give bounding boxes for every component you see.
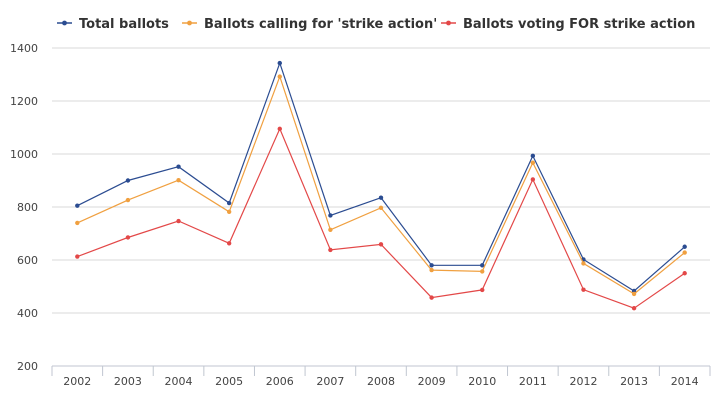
data-point[interactable] [75, 220, 80, 226]
legend: Total ballots Ballots calling for 'strike… [57, 17, 695, 32]
legend-label: Ballots voting FOR strike action [463, 17, 695, 32]
data-point[interactable] [429, 267, 434, 273]
data-point[interactable] [631, 306, 637, 311]
data-point[interactable] [631, 291, 637, 297]
data-point[interactable] [277, 126, 282, 132]
data-point[interactable] [226, 200, 232, 206]
series-line[interactable] [77, 74, 686, 295]
series-1[interactable] [75, 74, 687, 297]
data-point[interactable] [429, 295, 434, 300]
x-axis: 2002 2003 2004 2005 2006 2007 2008 2009 2010 2011… [51, 365, 711, 388]
x-tick-label: 2004 [165, 375, 193, 388]
legend-item-2[interactable]: Ballots voting FOR strike action [441, 17, 695, 32]
data-point[interactable] [530, 177, 536, 182]
data-point[interactable] [125, 197, 131, 203]
x-tick-label: 2008 [367, 375, 395, 388]
y-tick-label: 800 [17, 201, 38, 214]
legend-dot-marker [446, 20, 451, 26]
data-point[interactable] [226, 209, 232, 214]
data-point[interactable] [328, 213, 333, 218]
data-point[interactable] [328, 227, 333, 232]
x-tick-label: 2011 [519, 375, 547, 388]
data-point[interactable] [530, 160, 536, 165]
series-2[interactable] [75, 126, 687, 311]
data-point[interactable] [176, 178, 181, 183]
data-point[interactable] [75, 203, 80, 208]
x-tick-label: 2013 [620, 375, 648, 388]
data-point[interactable] [530, 153, 536, 159]
x-tick-label: 2005 [215, 375, 243, 388]
x-tick-label: 2007 [316, 375, 344, 388]
x-tick-label: 2012 [569, 375, 597, 388]
legend-dot-marker [62, 20, 67, 26]
data-point[interactable] [125, 178, 131, 183]
legend-item-1[interactable]: Ballots calling for 'strike action' [182, 17, 437, 32]
legend-item-0[interactable]: Total ballots [57, 17, 169, 32]
data-point[interactable] [226, 241, 232, 246]
y-tick-label: 1400 [10, 42, 38, 55]
data-point[interactable] [328, 247, 333, 253]
data-point[interactable] [378, 242, 384, 247]
x-tick-label: 2010 [468, 375, 496, 388]
y-tick-label: 600 [17, 254, 38, 267]
series-0[interactable] [75, 60, 687, 294]
legend-label: Ballots calling for 'strike action' [204, 17, 437, 32]
legend-label: Total ballots [79, 17, 169, 32]
x-tick-label: 2014 [671, 375, 699, 388]
data-point[interactable] [480, 287, 485, 293]
data-point[interactable] [682, 271, 687, 276]
gridlines [52, 47, 710, 314]
legend-dot-marker [187, 20, 192, 26]
series-line[interactable] [77, 61, 686, 292]
data-point[interactable] [429, 263, 434, 268]
data-point[interactable] [176, 164, 181, 169]
data-point[interactable] [378, 195, 384, 200]
data-point[interactable] [378, 205, 384, 210]
data-point[interactable] [277, 60, 282, 66]
data-point[interactable] [581, 287, 586, 292]
y-tick-label: 400 [17, 307, 38, 320]
data-point[interactable] [125, 235, 131, 240]
data-point[interactable] [480, 263, 485, 268]
data-point[interactable] [682, 250, 687, 255]
y-tick-label: 1000 [10, 148, 38, 161]
data-point[interactable] [75, 254, 80, 259]
data-point[interactable] [581, 261, 586, 266]
y-tick-label: 1200 [10, 95, 38, 108]
data-point[interactable] [277, 74, 282, 79]
x-tick-label: 2002 [63, 375, 91, 388]
y-axis: 200 400 600 800 1000 1200 1400 [10, 42, 38, 373]
series-line[interactable] [77, 127, 686, 309]
y-tick-label: 200 [17, 360, 38, 373]
data-point[interactable] [176, 218, 181, 224]
x-tick-label: 2006 [266, 375, 294, 388]
data-point[interactable] [480, 269, 485, 274]
x-tick-label: 2003 [114, 375, 142, 388]
series-group [75, 60, 687, 311]
x-tick-label: 2009 [418, 375, 446, 388]
data-point[interactable] [682, 244, 687, 249]
